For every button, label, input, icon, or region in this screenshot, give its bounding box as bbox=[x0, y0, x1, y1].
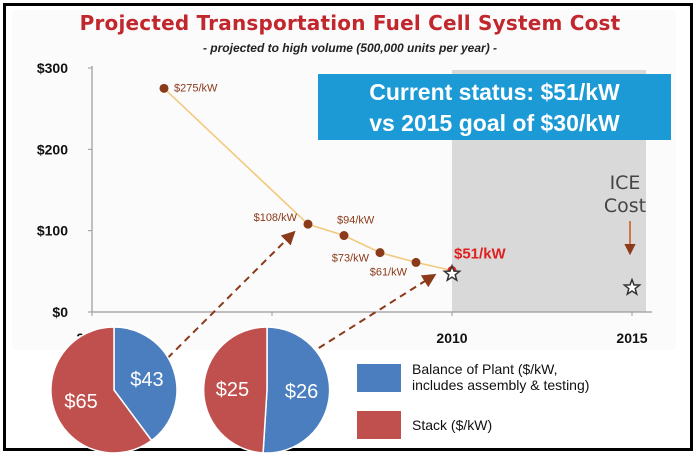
y-tick-label: $0 bbox=[52, 304, 68, 320]
cost-trend-line bbox=[163, 87, 453, 272]
pie-slice-label: $65 bbox=[64, 391, 97, 413]
x-tick-label: 2010 bbox=[436, 330, 467, 346]
arrow-to-2006-pie bbox=[166, 230, 296, 359]
legend-label-bop: Balance of Plant ($/kW, includes assembl… bbox=[412, 361, 589, 393]
legend-label-stack-line1: Stack ($/kW) bbox=[412, 417, 493, 433]
data-point-label: $73/kW bbox=[332, 253, 370, 265]
pie-slice bbox=[50, 326, 153, 454]
legend-label-bop-line2: includes assembly & testing) bbox=[412, 377, 590, 393]
chart-subtitle: - projected to high volume (500,000 unit… bbox=[202, 41, 498, 55]
y-tick-label: $300 bbox=[37, 60, 68, 76]
pie-slice bbox=[262, 326, 331, 454]
data-point bbox=[159, 83, 169, 93]
data-point-label: $275/kW bbox=[174, 82, 218, 94]
ice-cost-annotation: ICE Cost bbox=[590, 172, 660, 218]
legend-label-stack: Stack ($/kW) bbox=[412, 417, 492, 433]
status-callout: Current status: $51/kW vs 2015 goal of $… bbox=[318, 74, 671, 140]
legend-swatch-bop bbox=[357, 364, 401, 392]
status-callout-line2: vs 2015 goal of $30/kW bbox=[369, 110, 620, 136]
legend-label-bop-line1: Balance of Plant ($/kW, bbox=[412, 361, 558, 377]
pie-slice-label: $25 bbox=[216, 379, 249, 401]
y-tick-label: $100 bbox=[37, 223, 68, 239]
data-point-label: $94/kW bbox=[337, 215, 375, 227]
x-tick-label: 2015 bbox=[616, 330, 647, 346]
pie-slice-label: $43 bbox=[130, 369, 163, 391]
ice-label-line1: ICE bbox=[609, 172, 641, 194]
chart-title: Projected Transportation Fuel Cell Syste… bbox=[79, 11, 621, 35]
data-point bbox=[375, 248, 385, 258]
pie-slice bbox=[113, 326, 178, 442]
arrow-to-2010-pie bbox=[318, 273, 437, 349]
status-callout-line1: Current status: $51/kW bbox=[369, 79, 620, 105]
current-status-label: $51/kW bbox=[454, 246, 507, 263]
data-point-label: $108/kW bbox=[254, 212, 298, 224]
data-point-label: $61/kW bbox=[370, 266, 408, 278]
pie-slice-label: $26 bbox=[285, 381, 318, 403]
y-tick-label: $200 bbox=[37, 141, 68, 157]
target-star-icon bbox=[442, 263, 462, 282]
data-point bbox=[303, 219, 313, 229]
legend-swatch-stack bbox=[357, 411, 401, 439]
data-point bbox=[411, 257, 421, 267]
ice-label-line2: Cost bbox=[603, 195, 647, 217]
data-point bbox=[339, 231, 349, 241]
pie-slice bbox=[202, 326, 268, 454]
target-star-icon bbox=[622, 277, 642, 296]
